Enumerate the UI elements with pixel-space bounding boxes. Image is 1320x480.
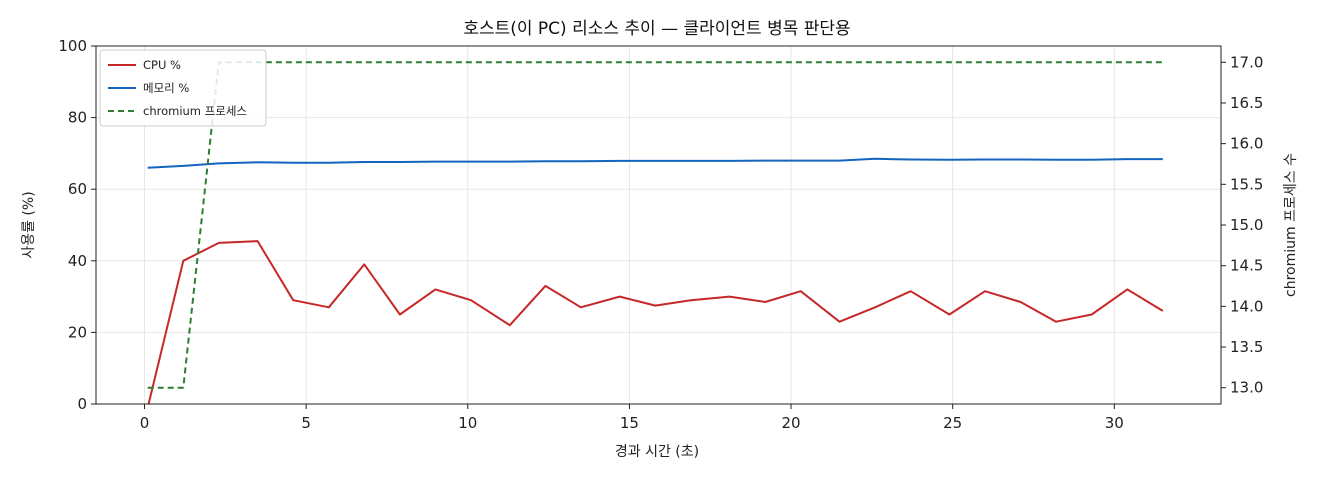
series-line-2 [147, 61, 1163, 389]
y-tick-label: 100 [58, 37, 87, 55]
y2-tick-label: 14.0 [1230, 297, 1263, 315]
y2-tick-label: 13.0 [1230, 379, 1263, 397]
x-axis-ticks: 0 5 10 15 20 25 30 [140, 404, 1124, 432]
y2-tick-label: 15.0 [1230, 216, 1263, 234]
y2-tick-label: 17.0 [1230, 53, 1263, 71]
series-line-1 [147, 157, 1163, 169]
series-line-0 [147, 240, 1164, 404]
y-tick-label: 20 [68, 323, 87, 341]
legend-label: 메모리 % [143, 81, 189, 95]
chart-title: 호스트(이 PC) 리소스 추이 — 클라이언트 병목 판단용 [463, 19, 850, 39]
y-tick-label: 60 [68, 180, 87, 198]
legend-label: CPU % [143, 58, 181, 72]
series-lines [147, 61, 1164, 404]
y-axis-ticks: 0 20 40 60 80 100 [58, 37, 96, 413]
legend-box [99, 49, 267, 127]
y-tick-label: 80 [68, 109, 87, 127]
y2-axis-title: chromium 프로세스 수 [1283, 153, 1299, 297]
x-tick-label: 15 [620, 414, 639, 432]
x-tick-label: 20 [781, 414, 800, 432]
legend: CPU % 메모리 % chromium 프로세스 [99, 49, 267, 127]
x-tick-label: 30 [1105, 414, 1124, 432]
x-tick-label: 10 [458, 414, 477, 432]
y-tick-label: 0 [77, 395, 87, 413]
x-tick-label: 5 [301, 414, 311, 432]
y-tick-label: 40 [68, 252, 87, 270]
y-axis-title: 사용률 (%) [21, 191, 37, 258]
y2-tick-label: 16.0 [1230, 135, 1263, 153]
y2-tick-label: 15.5 [1230, 175, 1263, 193]
x-axis-title: 경과 시간 (초) [615, 444, 699, 460]
legend-label: chromium 프로세스 [143, 104, 247, 118]
y2-tick-label: 13.5 [1230, 338, 1263, 356]
y2-tick-label: 16.5 [1230, 94, 1263, 112]
y2-tick-label: 14.5 [1230, 257, 1263, 275]
y2-axis-ticks: 13.0 13.5 14.0 14.5 15.0 15.5 16.0 16.5 17.0 [1221, 53, 1263, 397]
x-tick-label: 25 [943, 414, 962, 432]
x-tick-label: 0 [140, 414, 150, 432]
